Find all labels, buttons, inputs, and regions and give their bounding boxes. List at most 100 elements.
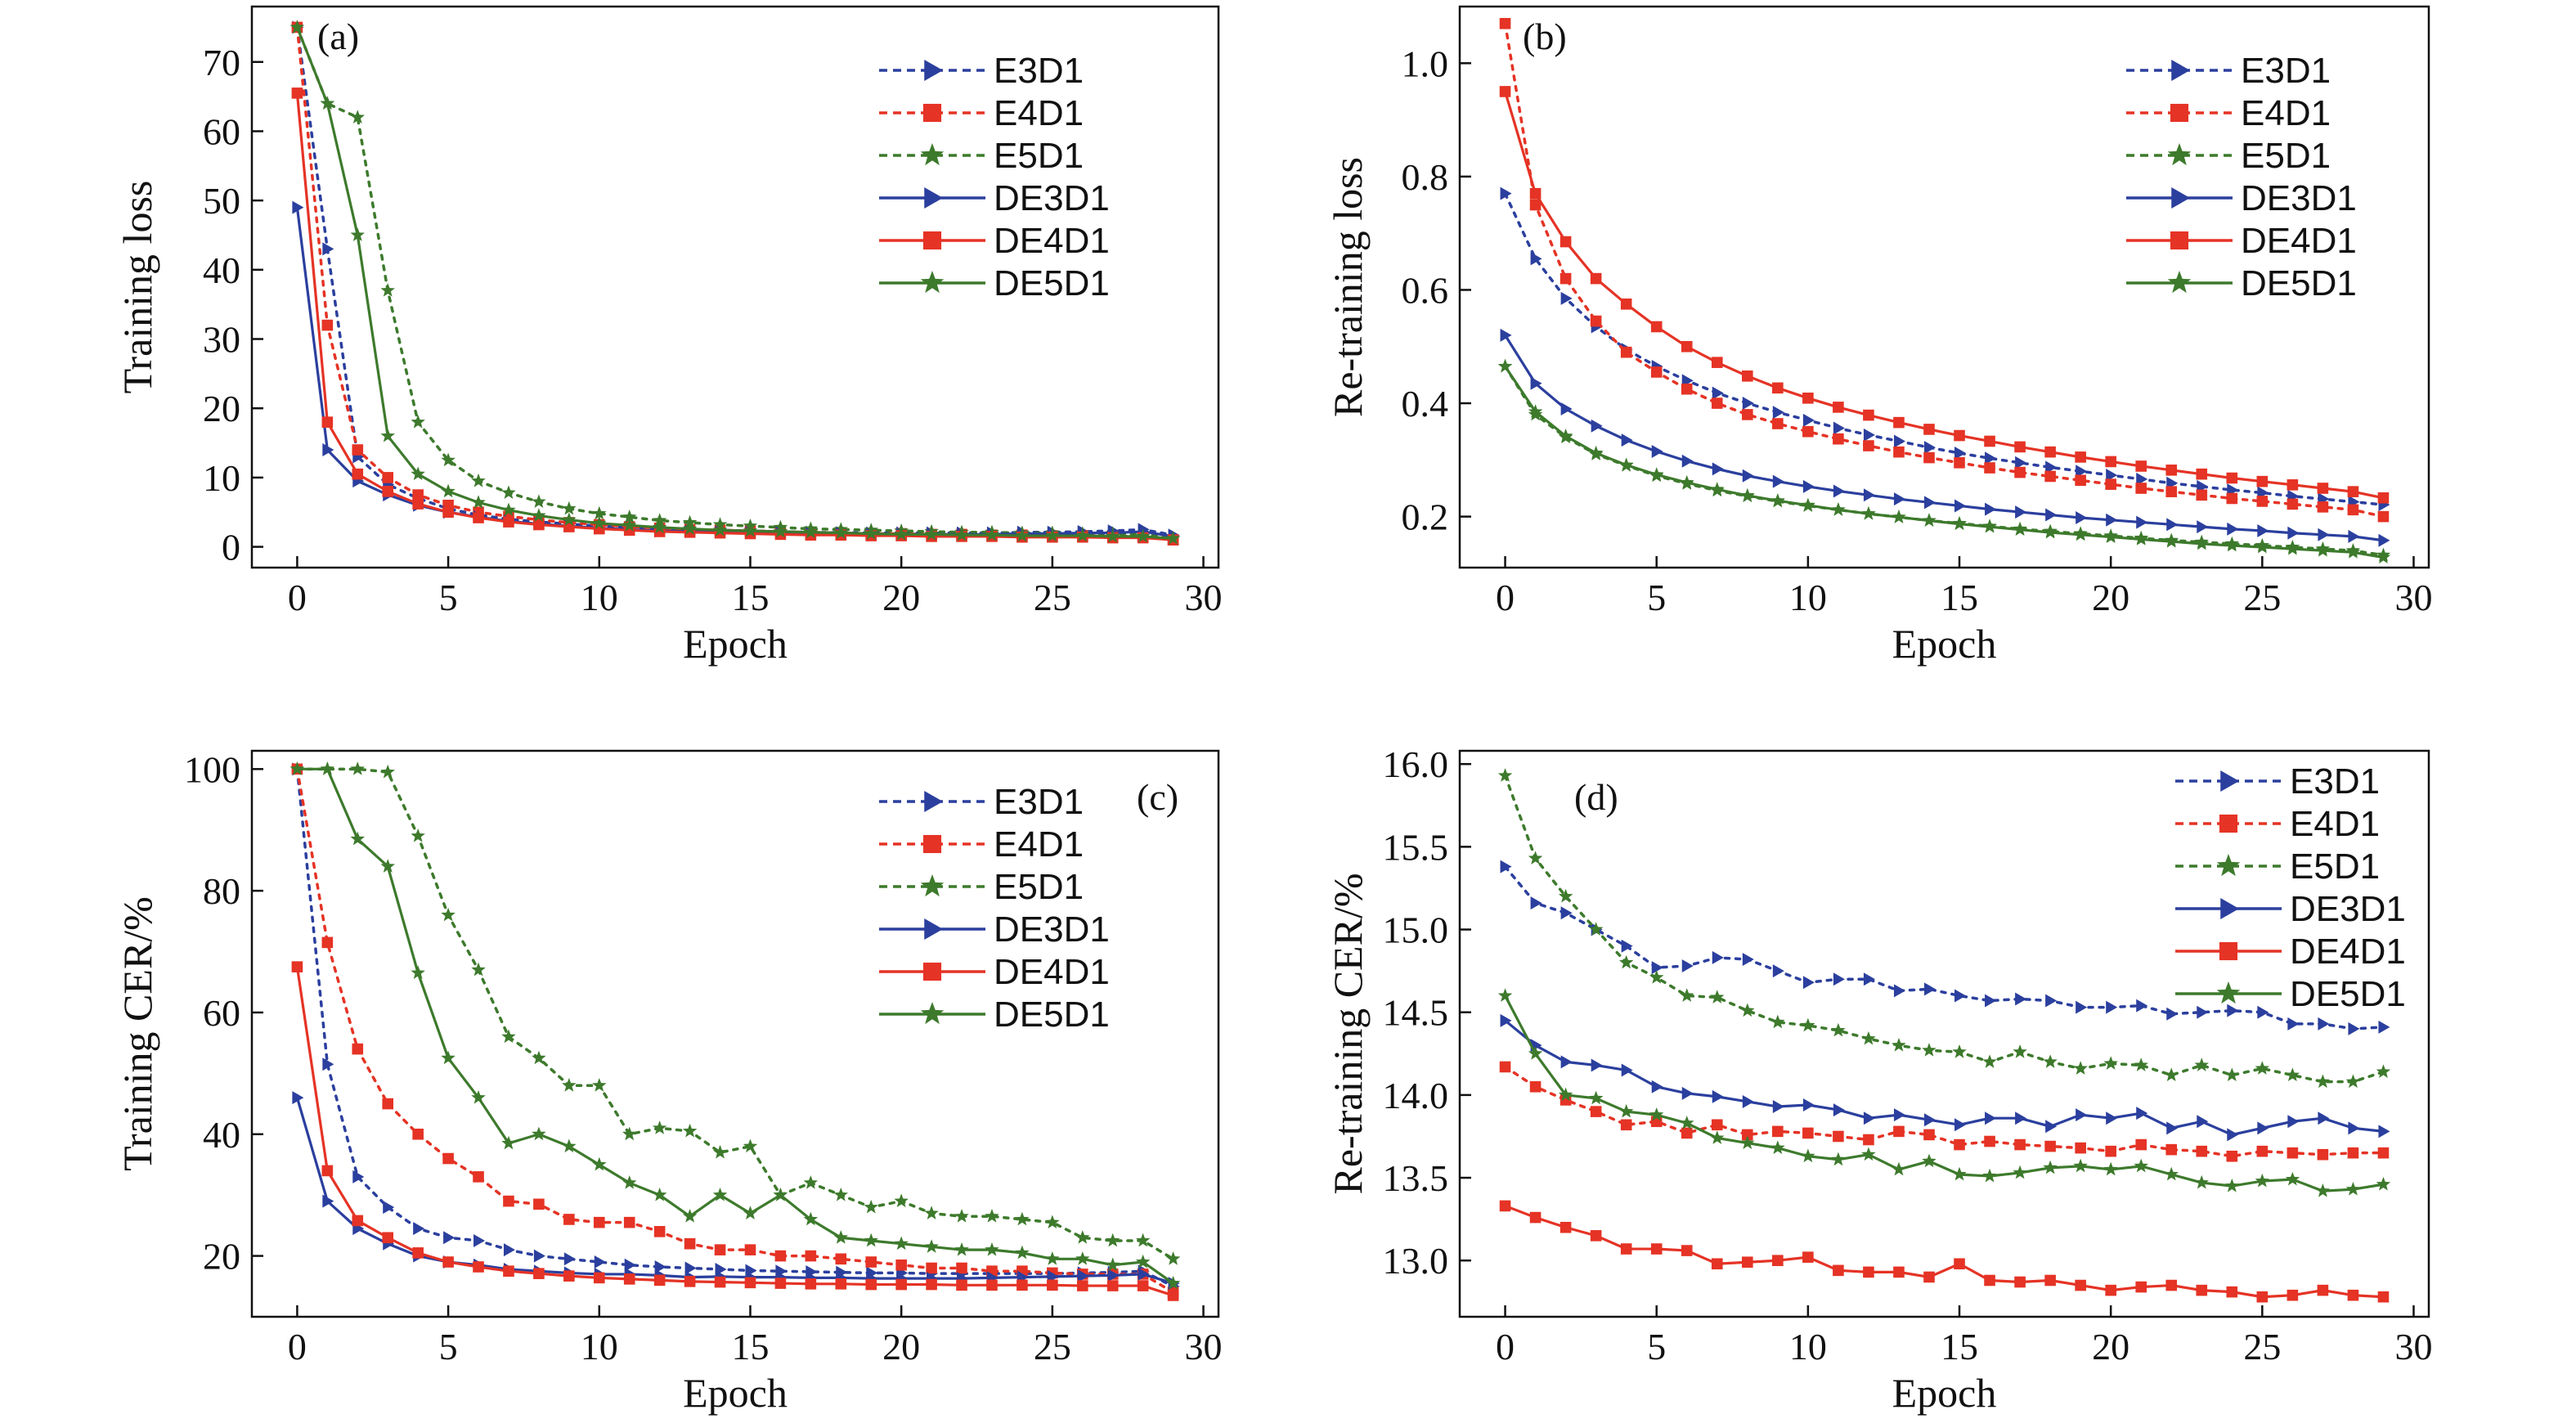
x-tick-label: 25 bbox=[2243, 1326, 2281, 1367]
legend-label-DE5D1: DE5D1 bbox=[2290, 974, 2406, 1014]
data-point-E5D1 bbox=[1105, 1233, 1120, 1247]
data-point-DE5D1 bbox=[2255, 1173, 2270, 1188]
y-tick-label: 13.0 bbox=[1383, 1240, 1449, 1282]
series-DE5D1 bbox=[289, 761, 1181, 1290]
data-point-DE3D1 bbox=[1863, 488, 1875, 502]
data-point-E5D1 bbox=[894, 1193, 909, 1208]
data-point-E4D1 bbox=[2287, 498, 2299, 510]
series-line-E5D1 bbox=[295, 767, 1175, 1261]
data-point-DE5D1 bbox=[2103, 529, 2118, 544]
data-point-DE3D1 bbox=[2106, 1111, 2118, 1125]
data-point-E4D1 bbox=[1741, 409, 1753, 420]
data-point-DE4D1 bbox=[2226, 472, 2238, 484]
series-DE3D1 bbox=[1500, 1013, 2390, 1142]
y-axis-label: Training CER/% bbox=[114, 896, 160, 1171]
data-point-E4D1 bbox=[1863, 440, 1874, 451]
x-tick-label: 20 bbox=[2092, 1326, 2129, 1367]
data-point-E5D1 bbox=[1045, 1215, 1060, 1229]
legend-label-DE4D1: DE4D1 bbox=[994, 952, 1110, 992]
data-point-E4D1 bbox=[2165, 486, 2178, 497]
data-point-DE5D1 bbox=[803, 1211, 819, 1226]
data-point-DE5D1 bbox=[833, 1230, 849, 1244]
data-point-E5D1 bbox=[1801, 1017, 1815, 1032]
data-point-DE3D1 bbox=[2015, 505, 2027, 519]
data-point-E4D1 bbox=[2075, 1142, 2086, 1154]
data-point-E5D1 bbox=[350, 761, 366, 775]
y-tick-label: 40 bbox=[203, 1114, 240, 1156]
y-tick-label: 60 bbox=[203, 992, 240, 1034]
legend-label-E3D1: E3D1 bbox=[994, 782, 1084, 822]
data-point-E5D1 bbox=[1922, 1043, 1936, 1057]
data-point-E3D1 bbox=[2136, 999, 2148, 1013]
y-tick-label: 20 bbox=[203, 1236, 240, 1278]
legend-marker-E5D1 bbox=[2216, 854, 2241, 877]
data-point-E3D1 bbox=[563, 1252, 576, 1266]
data-point-E3D1 bbox=[1560, 906, 1573, 920]
data-point-E4D1 bbox=[1984, 1135, 1995, 1147]
x-tick-label: 10 bbox=[1789, 1326, 1827, 1367]
data-point-E5D1 bbox=[1618, 954, 1634, 969]
data-point-DE4D1 bbox=[442, 1256, 454, 1268]
data-point-E4D1 bbox=[2256, 1145, 2269, 1157]
data-point-E5D1 bbox=[2194, 1058, 2210, 1071]
data-point-E4D1 bbox=[2226, 1150, 2238, 1162]
data-point-E3D1 bbox=[1802, 976, 1815, 990]
data-point-DE3D1 bbox=[322, 1194, 334, 1208]
data-point-DE3D1 bbox=[1802, 1098, 1815, 1112]
y-tick-label: 30 bbox=[203, 319, 240, 361]
data-point-DE4D1 bbox=[2256, 1291, 2269, 1303]
data-point-E4D1 bbox=[2196, 1145, 2208, 1157]
plot-frame bbox=[1458, 5, 2430, 569]
data-point-DE3D1 bbox=[2257, 1121, 2269, 1135]
data-point-DE5D1 bbox=[1679, 474, 1694, 489]
panel-label: (d) bbox=[1574, 776, 1618, 818]
data-point-DE5D1 bbox=[803, 524, 819, 539]
data-point-E5D1 bbox=[712, 1144, 728, 1159]
legend-label-DE5D1: DE5D1 bbox=[994, 263, 1110, 303]
data-point-DE4D1 bbox=[1499, 1200, 1511, 1212]
legend-marker-DE5D1 bbox=[2216, 981, 2241, 1004]
data-point-E3D1 bbox=[2015, 992, 2027, 1006]
data-point-DE5D1 bbox=[985, 527, 999, 541]
data-point-DE5D1 bbox=[924, 1239, 939, 1253]
data-point-DE4D1 bbox=[533, 519, 545, 531]
data-point-DE5D1 bbox=[1558, 1087, 1573, 1102]
data-point-DE4D1 bbox=[382, 486, 394, 497]
x-tick-label: 20 bbox=[882, 1326, 920, 1367]
data-point-DE5D1 bbox=[350, 227, 366, 241]
data-point-DE5D1 bbox=[2315, 1183, 2331, 1197]
data-point-DE3D1 bbox=[1893, 492, 1905, 506]
data-point-E4D1 bbox=[2256, 496, 2269, 507]
data-point-E5D1 bbox=[622, 1126, 637, 1141]
data-point-E5D1 bbox=[2285, 1067, 2300, 1082]
y-tick-label: 70 bbox=[203, 42, 240, 83]
data-point-DE5D1 bbox=[1892, 510, 1906, 523]
data-point-DE5D1 bbox=[1679, 1116, 1694, 1129]
data-point-E4D1 bbox=[2105, 1145, 2116, 1157]
data-point-E4D1 bbox=[503, 1195, 514, 1207]
data-point-DE3D1 bbox=[1893, 1108, 1905, 1122]
x-tick-label: 15 bbox=[1941, 577, 1978, 618]
data-point-E5D1 bbox=[1770, 1014, 1785, 1029]
data-point-DE3D1 bbox=[2318, 528, 2330, 541]
data-point-E3D1 bbox=[1742, 397, 1754, 411]
data-point-E5D1 bbox=[1588, 922, 1604, 936]
data-point-DE4D1 bbox=[2287, 479, 2299, 491]
data-point-DE3D1 bbox=[2227, 522, 2239, 536]
legend-marker-E5D1 bbox=[920, 143, 945, 166]
data-point-DE4D1 bbox=[533, 1268, 545, 1279]
data-point-E4D1 bbox=[1681, 383, 1693, 395]
data-point-E5D1 bbox=[411, 414, 425, 429]
data-point-E5D1 bbox=[864, 1199, 878, 1214]
y-tick-label: 0.6 bbox=[1402, 269, 1449, 311]
data-point-E3D1 bbox=[2197, 1005, 2209, 1019]
data-point-E4D1 bbox=[1711, 1119, 1723, 1131]
x-tick-label: 10 bbox=[1789, 577, 1827, 618]
data-point-E5D1 bbox=[1740, 1003, 1755, 1017]
data-point-E4D1 bbox=[1802, 425, 1814, 438]
data-point-E4D1 bbox=[1954, 1138, 1965, 1151]
data-point-DE5D1 bbox=[2164, 1166, 2179, 1181]
data-point-E3D1 bbox=[1802, 413, 1815, 427]
data-point-E5D1 bbox=[1165, 1251, 1181, 1265]
data-point-E4D1 bbox=[442, 1152, 454, 1165]
